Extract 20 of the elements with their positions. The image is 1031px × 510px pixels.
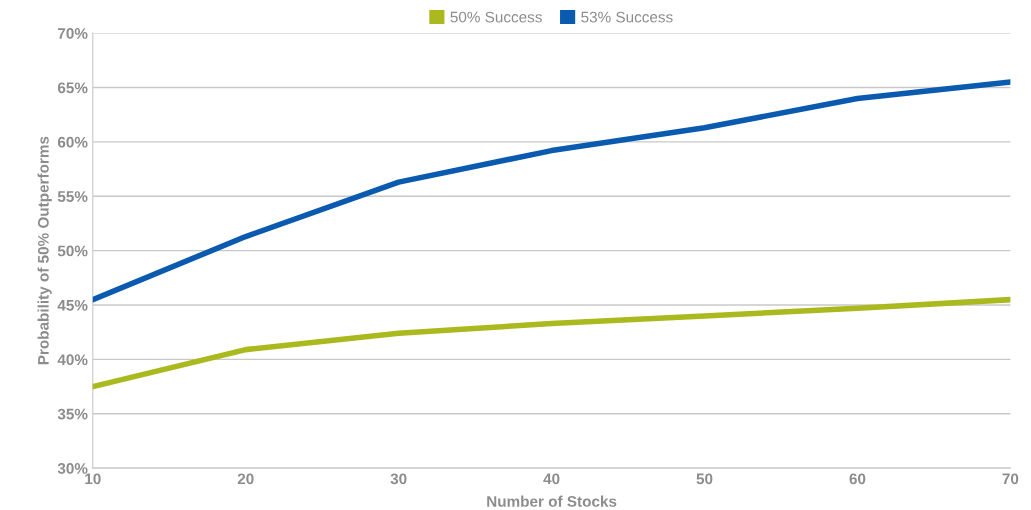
x-axis-title: Number of Stocks [487, 495, 617, 507]
y-axis-title: Probability of 50% Outperforms [37, 136, 52, 365]
y-tick-label: 50% [57, 245, 88, 257]
y-tick-label: 70% [58, 28, 88, 39]
y-tick-label: 55% [57, 191, 88, 202]
y-tick-label: 40% [57, 354, 88, 366]
legend-label: 53% Success [581, 11, 673, 23]
x-tick-label: 10 [85, 473, 101, 485]
y-tick-label: 60% [57, 136, 88, 148]
x-tick-label: 50 [696, 473, 713, 485]
y-tick-label: 35% [57, 408, 88, 420]
x-tick-label: 40 [543, 473, 560, 485]
x-tick-label: 30 [390, 473, 407, 485]
x-tick-label: 70 [1002, 473, 1019, 485]
legend-label: 50% Success [450, 11, 542, 23]
y-tick-label: 45% [57, 299, 88, 311]
x-tick-label: 60 [849, 473, 866, 485]
y-tick-label: 30% [57, 463, 88, 474]
x-tick-label: 20 [237, 473, 254, 485]
y-tick-label: 65% [57, 82, 88, 94]
